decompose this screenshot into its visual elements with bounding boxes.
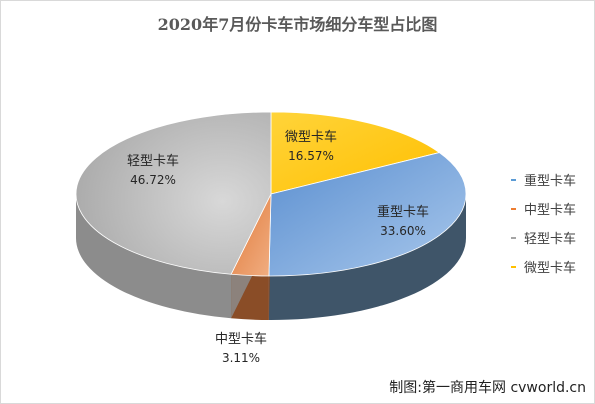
chart-title: 2020年7月份卡车市场细分车型占比图 [157, 15, 438, 34]
slice-heavy-truck [268, 152, 467, 277]
legend-item: 中型卡车 [511, 194, 576, 223]
legend-marker [511, 178, 516, 181]
legend-label: 中型卡车 [524, 203, 577, 218]
legend-item: 轻型卡车 [511, 223, 576, 252]
legend-marker [511, 236, 516, 239]
legend-marker [511, 207, 516, 210]
legend-item: 微型卡车 [511, 252, 576, 281]
legend-marker [511, 265, 516, 268]
legend-item: 重型卡车 [511, 165, 576, 194]
slice-name-label: 轻型卡车 [127, 153, 179, 169]
slice-heavy-truck-side [268, 194, 466, 320]
slice-value-label: 33.60% [380, 224, 426, 238]
slice-mini-truck [270, 111, 441, 195]
legend-label: 重型卡车 [524, 174, 577, 189]
slice-light-truck-side [76, 194, 232, 319]
slice-light-truck [75, 111, 272, 275]
slice-name-label: 微型卡车 [285, 129, 337, 145]
slice-value-label: 3.11% [222, 351, 260, 365]
credit-text: 制图:第一商用车网 cvworld.cn [389, 380, 586, 396]
legend-label: 微型卡车 [524, 261, 577, 276]
slice-value-label: 16.57% [288, 149, 334, 163]
legend: 重型卡车 中型卡车 轻型卡车 微型卡车 [511, 165, 576, 281]
legend-label: 轻型卡车 [524, 232, 577, 247]
slice-name-label: 重型卡车 [377, 204, 429, 220]
slice-name-label: 中型卡车 [215, 331, 267, 347]
slice-value-label: 46.72% [130, 173, 176, 187]
